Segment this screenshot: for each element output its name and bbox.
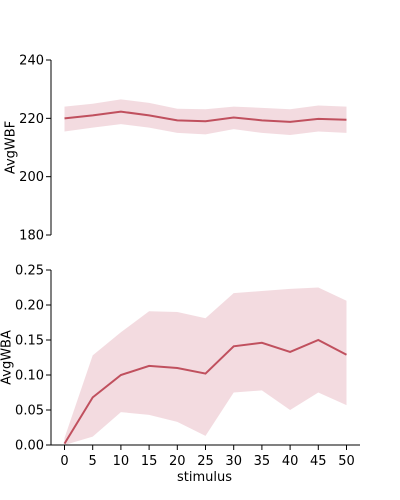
y-tick-label: 0.25 — [15, 264, 44, 279]
x-tick-label: 15 — [141, 454, 158, 469]
wba-panel: 0.00 0.05 0.10 0.15 0.20 0.25 AvgWBA 0 5 10 15 20 25… — [0, 264, 360, 485]
wbf-panel: 180 200 220 240 AvgWBF — [4, 54, 347, 244]
y-tick-label: 0.10 — [15, 369, 44, 384]
y-axis-label: AvgWBA — [0, 330, 15, 385]
confidence-band — [64, 287, 347, 445]
x-tick-label: 50 — [338, 454, 355, 469]
x-tick-label: 10 — [113, 454, 130, 469]
y-tick-label: 180 — [19, 229, 44, 244]
y-tick-label: 0.20 — [15, 299, 44, 314]
y-tick-label: 200 — [19, 170, 44, 185]
x-tick-label: 45 — [310, 454, 327, 469]
x-tick-label: 35 — [254, 454, 271, 469]
x-tick-label: 5 — [89, 454, 97, 469]
x-axis-label: stimulus — [177, 470, 232, 485]
x-tick-label: 30 — [225, 454, 242, 469]
series-line — [64, 110, 347, 123]
y-tick-label: 240 — [19, 54, 44, 69]
x-tick-label: 40 — [282, 454, 299, 469]
y-axis-label: AvgWBF — [4, 121, 19, 174]
y-tick-label: 220 — [19, 112, 44, 127]
series-line — [63, 338, 347, 445]
y-tick-label: 0.05 — [15, 404, 44, 419]
x-tick-label: 25 — [197, 454, 214, 469]
x-tick-label: 0 — [60, 454, 68, 469]
y-tick-label: 0.00 — [15, 439, 44, 454]
confidence-band — [64, 99, 347, 135]
x-tick-label: 20 — [169, 454, 186, 469]
y-tick-label: 0.15 — [15, 334, 44, 349]
